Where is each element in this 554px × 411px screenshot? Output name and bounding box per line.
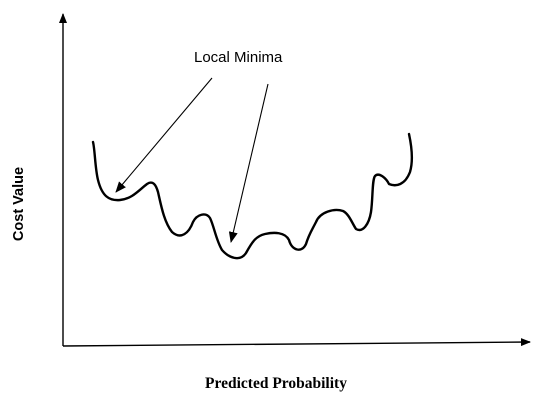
local-minima-annotation: Local Minima	[194, 49, 283, 66]
callout-arrow-center-minimum	[228, 83, 269, 243]
callout-arrow-left-minimum	[115, 77, 213, 193]
cost-curve	[91, 132, 413, 260]
x-axis-label: Predicted Probability	[205, 375, 347, 392]
y-axis-label: Cost Value	[11, 167, 27, 241]
x-axis	[62, 338, 531, 347]
